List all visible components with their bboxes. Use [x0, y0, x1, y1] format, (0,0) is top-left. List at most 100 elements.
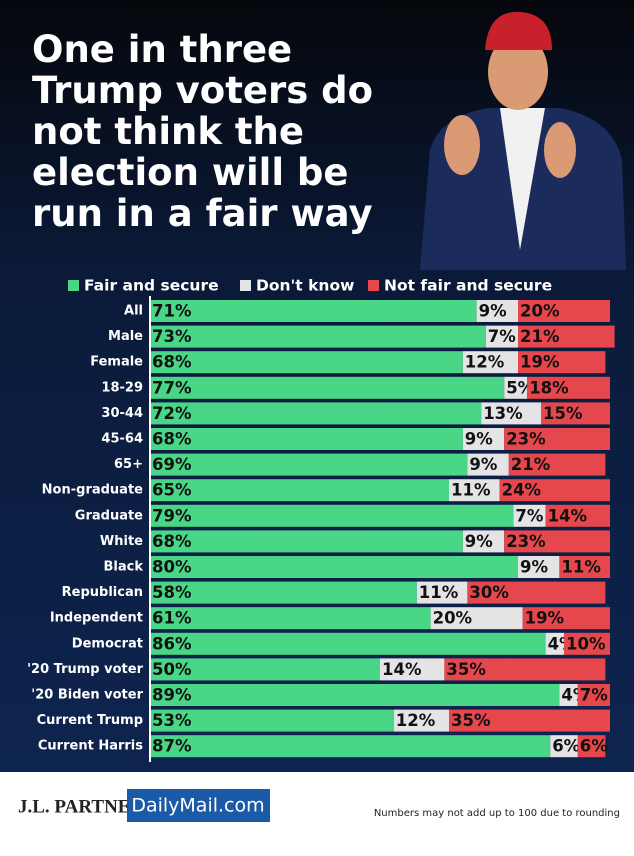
bar-segment	[150, 556, 518, 578]
category-label: 45-64	[101, 432, 143, 447]
bar-segment	[564, 632, 610, 655]
value-label: 13%	[483, 404, 523, 423]
bar-segment	[577, 735, 606, 758]
bar-segment	[449, 709, 610, 732]
value-label: 9%	[469, 455, 497, 474]
value-label: 73%	[152, 327, 192, 346]
value-label: 11%	[451, 481, 491, 500]
bar-segment	[504, 428, 610, 450]
bar-segment	[444, 658, 606, 681]
bar-segment	[150, 709, 394, 732]
bar-segment	[504, 530, 610, 553]
value-label: 12%	[465, 353, 505, 372]
value-label: 9%	[465, 532, 493, 551]
bar-segment	[150, 428, 463, 450]
category-label: White	[100, 534, 143, 549]
value-label: 21%	[520, 327, 560, 346]
bar-segment	[513, 504, 546, 527]
value-label: 23%	[506, 532, 546, 551]
value-label: 53%	[152, 711, 192, 730]
value-label: 11%	[561, 558, 601, 577]
value-label: 65%	[152, 481, 192, 500]
bar-segment	[150, 479, 449, 502]
value-label: 87%	[152, 737, 192, 756]
value-label: 14%	[548, 506, 588, 525]
bar-segment	[481, 402, 541, 425]
bar-segment	[150, 684, 560, 706]
footnote: Numbers may not add up to 100 due to rou…	[374, 808, 620, 819]
bar-segment	[541, 402, 610, 425]
value-label: 6%	[552, 737, 580, 756]
value-label: 50%	[152, 660, 192, 679]
category-label: 30-44	[101, 406, 143, 421]
bar-segment	[518, 325, 615, 348]
bar-segment	[550, 735, 578, 758]
bar-segment	[150, 300, 477, 322]
bar-segment	[577, 684, 610, 706]
value-label: 69%	[152, 455, 192, 474]
legend-swatch	[240, 280, 251, 291]
title-line: run in a fair way	[32, 192, 373, 235]
bar-segment	[150, 325, 486, 348]
value-label: 30%	[469, 583, 509, 602]
category-label: 18-29	[101, 380, 143, 395]
logo-left: J.L. PARTNERS.	[18, 796, 160, 817]
value-label: 9%	[465, 430, 493, 449]
bar-segment	[393, 709, 449, 732]
value-label: 7%	[515, 506, 543, 525]
bar-segment	[545, 504, 610, 527]
value-label: 10%	[566, 634, 606, 653]
category-label: Current Trump	[37, 713, 143, 728]
category-label: Female	[90, 355, 143, 370]
title-line: Trump voters do	[32, 69, 373, 112]
value-label: 7%	[580, 686, 608, 705]
value-label: 68%	[152, 353, 192, 372]
bar-segment	[150, 735, 551, 758]
category-label: Current Harris	[38, 739, 143, 754]
value-label: 77%	[152, 378, 192, 397]
bar-segment	[522, 607, 610, 630]
legend-label: Fair and secure	[84, 277, 219, 295]
bar-segment	[150, 581, 417, 604]
bar-segment	[559, 684, 578, 706]
bar-segment	[150, 530, 463, 553]
bar-segment	[150, 402, 482, 425]
value-label: 79%	[152, 506, 192, 525]
footer-background	[0, 772, 634, 856]
legend-swatch	[68, 280, 79, 291]
bar-segment	[430, 607, 523, 630]
logo-right: DailyMail.com	[131, 795, 264, 817]
bar-segment	[518, 556, 560, 578]
value-label: 71%	[152, 302, 192, 321]
category-label: Democrat	[72, 636, 143, 651]
value-label: 9%	[520, 558, 548, 577]
value-label: 12%	[396, 711, 436, 730]
bar-segment	[527, 376, 610, 399]
category-label: '20 Trump voter	[27, 662, 144, 677]
logo-right-box	[127, 789, 270, 822]
value-label: 23%	[506, 430, 546, 449]
bar-segment	[545, 632, 564, 655]
value-label: 15%	[543, 404, 583, 423]
value-label: 68%	[152, 430, 192, 449]
value-label: 80%	[152, 558, 192, 577]
bar-segment	[449, 479, 500, 502]
bar-segment	[150, 504, 514, 527]
title-line: One in three	[32, 28, 292, 71]
legend: Fair and secure Don't know Not fair and se…	[68, 277, 552, 295]
value-label: 9%	[479, 302, 507, 321]
photo	[420, 11, 626, 270]
value-label: 7%	[488, 327, 516, 346]
bar-segment	[467, 581, 606, 604]
category-label: Graduate	[75, 508, 143, 523]
bar-segment	[380, 658, 445, 681]
bar-segment	[150, 607, 431, 630]
bar-segment	[150, 453, 468, 476]
title-line: election will be	[32, 151, 349, 194]
bar-segment	[462, 351, 518, 374]
bar-segment	[485, 325, 518, 348]
value-label: 6%	[580, 737, 608, 756]
value-label: 89%	[152, 686, 192, 705]
bar-segment	[462, 530, 505, 553]
